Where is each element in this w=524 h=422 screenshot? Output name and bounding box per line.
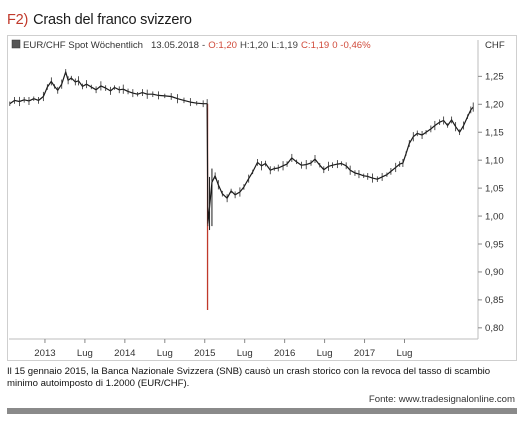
figure-title-text: Crash del franco svizzero — [33, 12, 192, 28]
y-tick-label: 1,00 — [485, 211, 504, 222]
header-segment: H:1,20 — [240, 40, 268, 51]
eurchf-series-line — [9, 71, 474, 224]
y-tick-label: 1,25 — [485, 72, 504, 83]
figure-title: F2) Crash del franco svizzero — [7, 12, 192, 28]
x-tick-label: Lug — [157, 348, 173, 359]
x-tick-label: 2013 — [34, 348, 55, 359]
grid — [9, 40, 479, 340]
figure-tag: F2) — [7, 12, 29, 28]
y-tick-label: 0,85 — [485, 295, 504, 306]
header-segment: EUR/CHF Spot Wöchentlich — [23, 40, 143, 51]
y-tick-label: 0,95 — [485, 239, 504, 250]
x-tick-label: 2016 — [274, 348, 295, 359]
chart-header: EUR/CHF Spot Wöchentlich 13.05.2018- O:1,2… — [11, 39, 371, 51]
x-tick-label: Lug — [396, 348, 412, 359]
header-segment: L:1,19 — [271, 40, 298, 51]
x-tick-label: Lug — [317, 348, 333, 359]
x-tick-label: 2014 — [114, 348, 136, 359]
chart-panel: EUR/CHF Spot Wöchentlich 13.05.2018- O:1,2… — [7, 35, 517, 361]
header-segment: 0 -0,46% — [332, 40, 371, 51]
y-tick-label: 0,90 — [485, 267, 504, 278]
y-tick-label: 1,15 — [485, 128, 504, 139]
x-tick-label: Lug — [77, 348, 93, 359]
y-tick-label: 0,80 — [485, 323, 504, 334]
header-segment: 13.05.2018 — [151, 40, 199, 51]
header-segment: O:1,20 — [208, 40, 237, 51]
header-segment: C:1,19 — [301, 40, 329, 51]
y-tick-label: 1,20 — [485, 100, 504, 111]
x-tick-label: 2015 — [194, 348, 215, 359]
x-axis: 2013 Lug 2014 Lug 2015 Lug 2016 Lug 2017 Lug — [34, 339, 413, 359]
header-segment: - — [202, 40, 205, 51]
figure-caption: Il 15 gennaio 2015, la Banca Nazionale S… — [7, 366, 491, 389]
chart-header-text: EUR/CHF Spot Wöchentlich 13.05.2018- O:1,2… — [23, 40, 371, 51]
x-tick-label: 2017 — [354, 348, 375, 359]
y-tick-label: 1,05 — [485, 183, 504, 194]
series-marker-icon — [11, 39, 21, 49]
x-tick-label: Lug — [237, 348, 253, 359]
y-axis-unit: CHF — [485, 40, 505, 51]
figure-source: Fonte: www.tradesignalonline.com — [368, 394, 515, 405]
y-axis: 0,80 0,85 0,90 0,95 1,00 1,05 1,10 1,15 1,20 1,25… — [478, 40, 505, 334]
series-layer — [9, 69, 474, 310]
y-tick-label: 1,10 — [485, 155, 504, 166]
bottom-rule — [7, 408, 517, 414]
price-chart: EUR/CHF Spot Wöchentlich 13.05.2018- O:1,2… — [9, 39, 505, 359]
